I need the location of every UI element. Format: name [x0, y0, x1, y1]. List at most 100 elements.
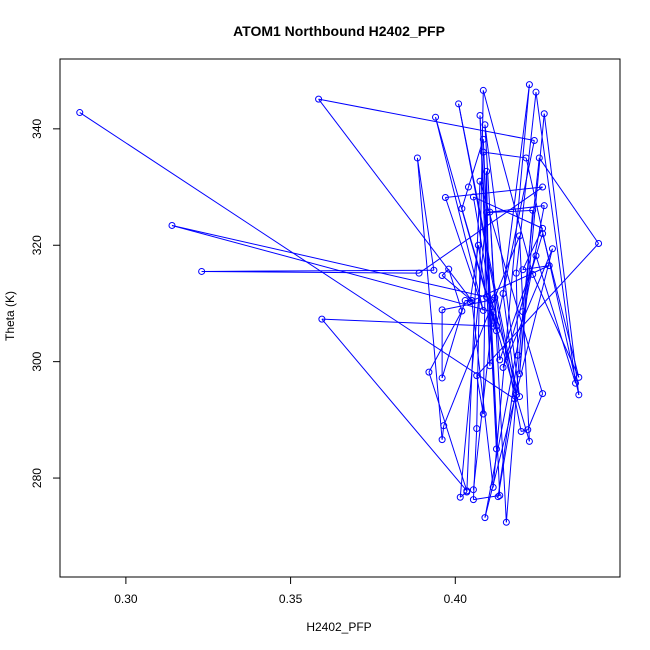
- y-tick-label: 300: [30, 351, 44, 371]
- series-segment: [467, 139, 484, 188]
- data-point: [535, 154, 543, 162]
- data-point: [496, 492, 504, 500]
- data-point: [441, 194, 449, 202]
- data-point: [575, 373, 583, 381]
- data-point: [481, 514, 489, 522]
- data-point: [517, 427, 525, 435]
- data-point: [479, 135, 487, 143]
- series-segment: [441, 300, 466, 379]
- data-point: [432, 113, 440, 121]
- data-point: [529, 270, 537, 278]
- data-point: [461, 297, 469, 305]
- data-point: [481, 121, 489, 129]
- series-segment: [201, 270, 420, 274]
- data-point: [494, 493, 502, 501]
- series-segment: [486, 171, 491, 366]
- data-point: [572, 379, 580, 387]
- data-point: [524, 426, 532, 434]
- data-point: [492, 327, 500, 335]
- data-point: [548, 245, 556, 253]
- data-point: [496, 356, 504, 364]
- data-point: [539, 224, 547, 232]
- series-segment: [418, 186, 543, 274]
- data-point: [479, 86, 487, 94]
- data-point: [514, 351, 522, 359]
- series-segment: [461, 186, 469, 209]
- series-segment: [522, 157, 540, 312]
- data-point: [456, 493, 464, 501]
- data-point: [425, 368, 433, 376]
- series-segment: [502, 248, 553, 368]
- x-tick-label: 0.30: [114, 592, 138, 606]
- data-point: [489, 322, 497, 330]
- series-segment: [515, 273, 519, 356]
- data-point: [539, 230, 547, 238]
- series-segment: [484, 205, 545, 518]
- series-segment: [532, 274, 580, 378]
- data-point: [540, 110, 548, 118]
- data-point: [318, 315, 326, 323]
- data-point: [438, 436, 446, 444]
- series-segment: [428, 310, 463, 373]
- data-point: [486, 208, 494, 216]
- data-point: [522, 154, 530, 162]
- data-point: [502, 518, 510, 526]
- data-point: [519, 266, 527, 274]
- data-point: [483, 293, 491, 301]
- y-tick-label: 340: [30, 119, 44, 139]
- series-segment: [435, 117, 484, 311]
- series-segment: [489, 205, 545, 213]
- series-segment: [543, 113, 580, 395]
- x-tick-label: 0.40: [444, 592, 468, 606]
- data-point: [512, 269, 520, 277]
- data-point: [492, 445, 500, 453]
- data-point: [532, 252, 540, 260]
- series-segment: [472, 312, 494, 490]
- data-point: [168, 221, 176, 229]
- data-point: [516, 232, 524, 240]
- data-point: [315, 95, 323, 103]
- data-point: [198, 267, 206, 275]
- series-segment: [519, 235, 530, 442]
- data-point: [486, 362, 494, 370]
- data-point: [539, 183, 547, 191]
- series-segment: [443, 235, 520, 426]
- x-axis: 0.30 0.35 0.40: [114, 576, 468, 606]
- data-point: [458, 205, 466, 213]
- data-point: [468, 297, 476, 305]
- y-axis: 280 300 320 340: [30, 119, 61, 488]
- series-segment: [522, 228, 544, 270]
- series-segment: [321, 318, 468, 492]
- data-point: [516, 393, 524, 401]
- data-point: [476, 111, 484, 119]
- data-point: [483, 209, 491, 217]
- series-segment: [505, 311, 524, 523]
- series-segment: [466, 181, 481, 493]
- data-point: [469, 193, 477, 201]
- series-segment: [477, 245, 488, 298]
- x-axis-label: H2402_PFP: [306, 620, 371, 634]
- data-point: [575, 391, 583, 399]
- series-segment: [476, 243, 599, 376]
- series-segment: [459, 491, 468, 498]
- series-segment: [538, 157, 600, 244]
- series-segment: [527, 393, 544, 430]
- series-segment: [416, 157, 443, 440]
- data-point: [415, 269, 423, 277]
- data-point: [525, 437, 533, 445]
- data-point: [532, 88, 540, 96]
- series-segment: [171, 224, 487, 298]
- series-segment: [459, 212, 488, 498]
- data-point: [489, 308, 497, 316]
- y-tick-label: 320: [30, 235, 44, 255]
- data-point: [473, 425, 481, 433]
- data-point: [479, 410, 487, 418]
- data-point: [455, 100, 463, 108]
- data-point: [489, 483, 497, 491]
- series-segment: [473, 196, 543, 229]
- series-segment: [472, 196, 497, 331]
- series-segment: [484, 248, 553, 518]
- data-point: [545, 262, 553, 270]
